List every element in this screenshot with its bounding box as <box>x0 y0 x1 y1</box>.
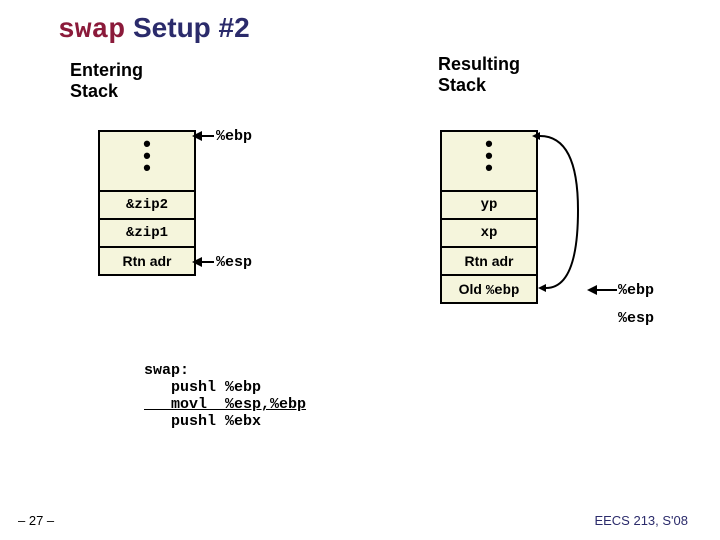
stack-cell: &zip2 <box>100 190 194 218</box>
right-heading: Resulting Stack <box>438 54 520 96</box>
esp-arrow-line <box>200 261 214 263</box>
ebp-label-left: %ebp <box>216 128 252 145</box>
code-block: swap: pushl %ebp movl %esp,%ebp pushl %e… <box>144 362 306 430</box>
stack-dots: ••• <box>100 132 194 190</box>
curve-arrow <box>530 120 610 300</box>
stack-cell: &zip1 <box>100 218 194 246</box>
slide-title: swap Setup #2 <box>58 12 250 46</box>
stack-cell: yp <box>442 190 536 218</box>
ebp-label-right: %ebp <box>618 282 654 299</box>
page-number: – 27 – <box>18 513 54 528</box>
course-label: EECS 213, S'08 <box>594 513 688 528</box>
stack-cell: Rtn adr <box>100 246 194 274</box>
esp-arrow-head <box>192 257 202 267</box>
left-heading: Entering Stack <box>70 60 143 102</box>
ebp-arrow-head <box>192 131 202 141</box>
stack-cell: Old %ebp <box>442 274 536 302</box>
stack-cell: Rtn adr <box>442 246 536 274</box>
esp-label-right: %esp <box>618 310 654 327</box>
ebp-arrow-line <box>200 135 214 137</box>
resulting-stack: ••• yp xp Rtn adr Old %ebp <box>440 130 538 304</box>
title-rest: Setup #2 <box>125 12 249 43</box>
title-mono: swap <box>58 15 125 46</box>
esp-label-left: %esp <box>216 254 252 271</box>
stack-cell: xp <box>442 218 536 246</box>
stack-dots: ••• <box>442 132 536 190</box>
entering-stack: ••• &zip2 &zip1 Rtn adr <box>98 130 196 276</box>
